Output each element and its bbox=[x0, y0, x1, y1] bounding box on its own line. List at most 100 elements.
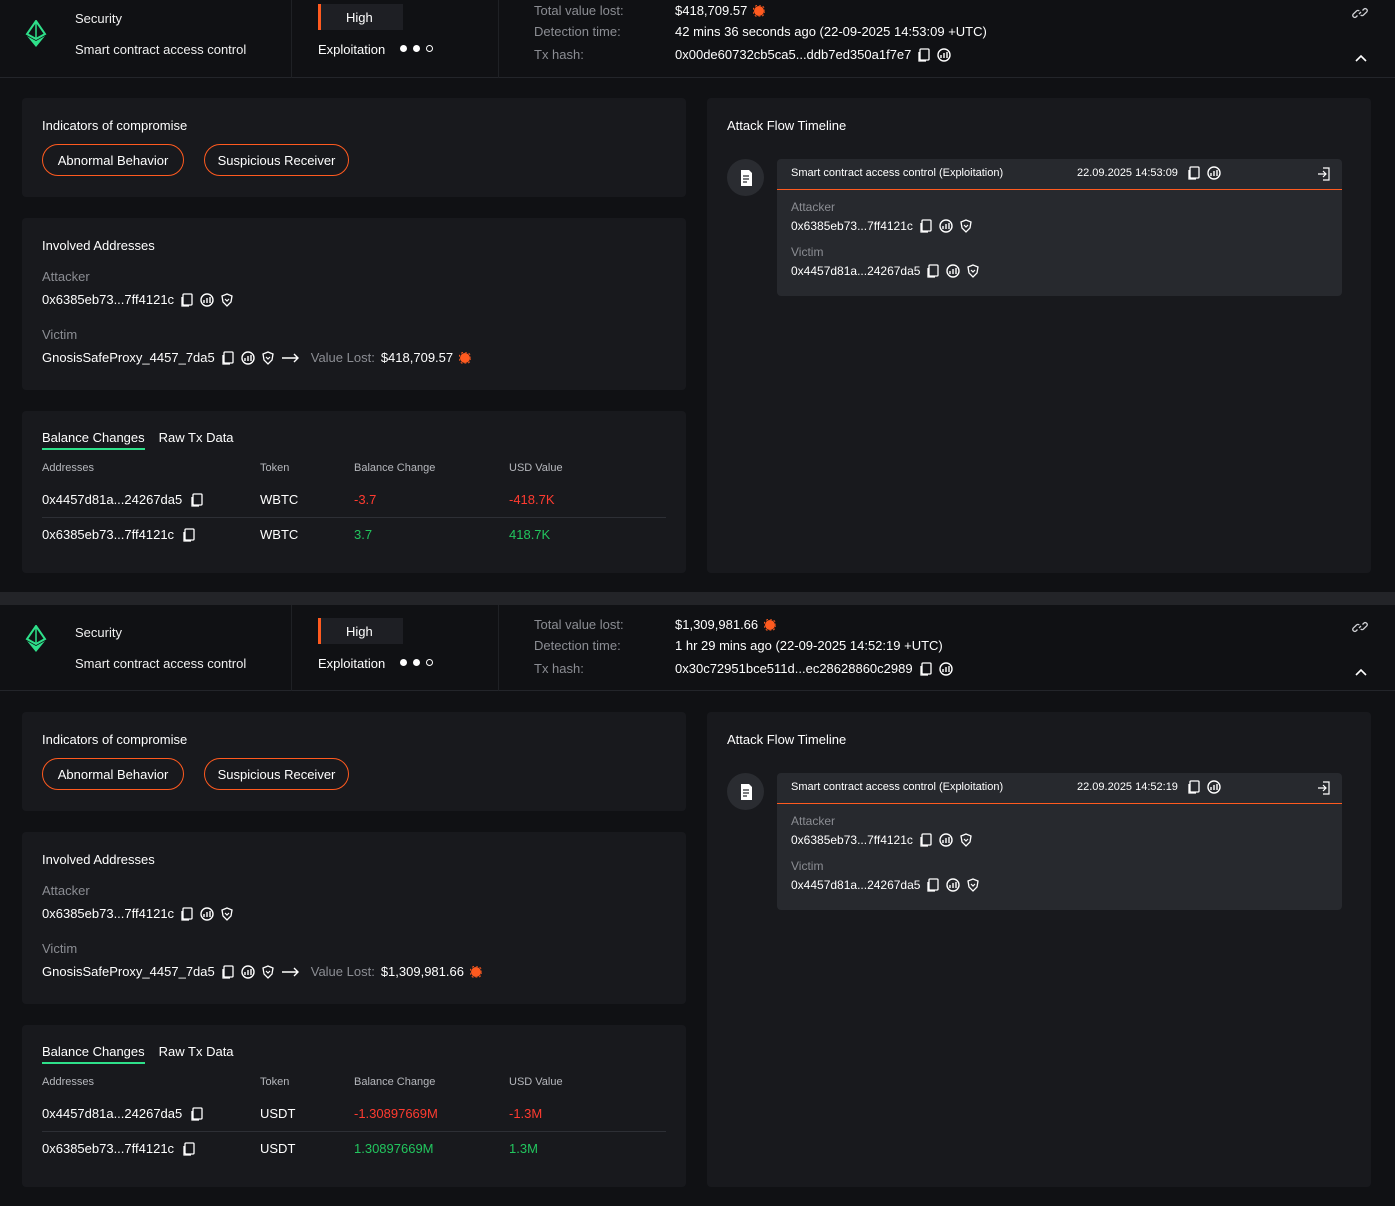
explorer-icon[interactable] bbox=[937, 47, 952, 62]
tab-balance-changes[interactable]: Balance Changes bbox=[42, 1044, 145, 1064]
copy-icon[interactable] bbox=[180, 906, 194, 921]
explorer-icon[interactable] bbox=[939, 833, 953, 847]
copy-icon[interactable] bbox=[926, 878, 940, 892]
tx-hash-value[interactable]: 0x00de60732cb5ca5...ddb7ed350a1f7e7 bbox=[675, 47, 912, 62]
involved-title: Involved Addresses bbox=[42, 852, 155, 867]
row-address[interactable]: 0x6385eb73...7ff4121c bbox=[42, 1141, 175, 1156]
col-header-addresses: Addresses bbox=[42, 462, 94, 474]
victim-address[interactable]: GnosisSafeProxy_4457_7da5 bbox=[42, 350, 215, 365]
chevron-up-icon[interactable] bbox=[1354, 664, 1368, 676]
tab-raw-tx-data[interactable]: Raw Tx Data bbox=[158, 1044, 234, 1059]
tx-hash: 0x00de60732cb5ca5...ddb7ed350a1f7e7 bbox=[675, 47, 952, 62]
explorer-icon[interactable] bbox=[946, 878, 961, 892]
row-address[interactable]: 0x4457d81a...24267da5 bbox=[42, 492, 183, 507]
tl-attacker-label: Attacker bbox=[791, 814, 836, 828]
timeline-event-date: 22.09.2025 14:53:09 bbox=[1077, 167, 1178, 179]
shield-icon[interactable] bbox=[220, 292, 234, 307]
ioc-tag-suspicious-receiver[interactable]: Suspicious Receiver bbox=[204, 144, 349, 176]
ioc-tag-abnormal-behavior[interactable]: Abnormal Behavior bbox=[42, 758, 184, 790]
copy-icon[interactable] bbox=[919, 219, 933, 233]
total-value-lost-value: $418,709.57 bbox=[675, 3, 748, 18]
value-lost-label: Value Lost: bbox=[310, 350, 375, 365]
detection-time-label: Detection time: bbox=[534, 638, 621, 653]
timeline-event-header: Smart contract access control (Exploitat… bbox=[777, 773, 1342, 804]
ethereum-logo-icon bbox=[25, 624, 47, 653]
copy-icon[interactable] bbox=[182, 527, 196, 542]
attack-type: Exploitation bbox=[318, 42, 386, 57]
link-icon[interactable] bbox=[1352, 5, 1368, 21]
copy-icon[interactable] bbox=[1187, 780, 1201, 794]
timeline-event-card[interactable]: Smart contract access control (Exploitat… bbox=[777, 159, 1342, 296]
explorer-icon[interactable] bbox=[946, 264, 961, 278]
detection-time-value: 1 hr 29 mins ago (22-09-2025 14:52:19 +U… bbox=[675, 638, 943, 653]
tl-attacker-address[interactable]: 0x6385eb73...7ff4121c bbox=[791, 219, 913, 233]
shield-icon[interactable] bbox=[220, 906, 234, 921]
attacker-address[interactable]: 0x6385eb73...7ff4121c bbox=[42, 906, 175, 921]
copy-icon[interactable] bbox=[190, 1106, 204, 1121]
shield-icon[interactable] bbox=[959, 219, 973, 233]
table-row: 0x4457d81a...24267da5 bbox=[42, 1106, 204, 1121]
copy-icon[interactable] bbox=[926, 264, 940, 278]
row-address[interactable]: 0x6385eb73...7ff4121c bbox=[42, 527, 175, 542]
explorer-icon[interactable] bbox=[241, 350, 255, 365]
ioc-tag-abnormal-behavior[interactable]: Abnormal Behavior bbox=[42, 144, 184, 176]
value-lost: $418,709.57 bbox=[380, 350, 454, 365]
shield-icon[interactable] bbox=[261, 964, 275, 979]
shield-icon[interactable] bbox=[261, 350, 275, 365]
tx-hash-value[interactable]: 0x30c72951bce511d...ec28628860c2989 bbox=[675, 661, 913, 676]
explorer-icon[interactable] bbox=[938, 661, 953, 676]
attacker-address[interactable]: 0x6385eb73...7ff4121c bbox=[42, 292, 175, 307]
timeline-title: Attack Flow Timeline bbox=[727, 732, 847, 747]
copy-icon[interactable] bbox=[917, 47, 931, 62]
balance-tabs: Balance Changes Raw Tx Data bbox=[42, 1044, 234, 1064]
ioc-tag-suspicious-receiver[interactable]: Suspicious Receiver bbox=[204, 758, 349, 790]
explorer-icon[interactable] bbox=[939, 219, 953, 233]
divider bbox=[291, 605, 292, 691]
tl-victim-address[interactable]: 0x4457d81a...24267da5 bbox=[791, 264, 921, 278]
table-row: 0x6385eb73...7ff4121c bbox=[42, 527, 196, 542]
col-header-balance-change: Balance Change bbox=[354, 462, 436, 474]
tl-victim-address[interactable]: 0x4457d81a...24267da5 bbox=[791, 878, 921, 892]
tab-balance-changes[interactable]: Balance Changes bbox=[42, 430, 145, 450]
exit-icon[interactable] bbox=[1317, 167, 1331, 181]
col-header-token: Token bbox=[260, 462, 290, 474]
tab-raw-tx-data[interactable]: Raw Tx Data bbox=[158, 430, 234, 445]
table-row: 0x6385eb73...7ff4121c bbox=[42, 1141, 196, 1156]
copy-icon[interactable] bbox=[919, 661, 933, 676]
explorer-icon[interactable] bbox=[200, 906, 214, 921]
row-address[interactable]: 0x4457d81a...24267da5 bbox=[42, 1106, 183, 1121]
col-header-usd-value: USD Value bbox=[509, 462, 563, 474]
exit-icon[interactable] bbox=[1317, 781, 1331, 795]
row-usd-value: 418.7K bbox=[509, 527, 551, 542]
chevron-up-icon[interactable] bbox=[1354, 50, 1368, 62]
copy-icon[interactable] bbox=[190, 492, 204, 507]
link-icon[interactable] bbox=[1352, 619, 1368, 635]
copy-icon[interactable] bbox=[180, 292, 194, 307]
row-divider bbox=[42, 1131, 666, 1132]
explorer-icon[interactable] bbox=[200, 292, 214, 307]
ethereum-logo-icon bbox=[25, 19, 47, 48]
copy-icon[interactable] bbox=[1187, 166, 1201, 180]
explorer-icon[interactable] bbox=[1207, 166, 1221, 180]
copy-icon[interactable] bbox=[182, 1141, 196, 1156]
victim-address[interactable]: GnosisSafeProxy_4457_7da5 bbox=[42, 964, 215, 979]
copy-icon[interactable] bbox=[221, 964, 235, 979]
copy-icon[interactable] bbox=[919, 833, 933, 847]
timeline-actions bbox=[1187, 780, 1221, 794]
timeline-event-card[interactable]: Smart contract access control (Exploitat… bbox=[777, 773, 1342, 910]
incident-header[interactable]: Security Smart contract access control H… bbox=[0, 0, 1395, 78]
attacker-row: 0x6385eb73...7ff4121c bbox=[42, 292, 234, 307]
ioc-title: Indicators of compromise bbox=[42, 732, 188, 747]
tx-hash: 0x30c72951bce511d...ec28628860c2989 bbox=[675, 661, 953, 676]
shield-icon[interactable] bbox=[959, 833, 973, 847]
incident-card: Security Smart contract access control H… bbox=[0, 605, 1395, 1206]
shield-icon[interactable] bbox=[966, 264, 980, 278]
explorer-icon[interactable] bbox=[1207, 780, 1221, 794]
tl-attacker-address[interactable]: 0x6385eb73...7ff4121c bbox=[791, 833, 913, 847]
tl-attacker-row: 0x6385eb73...7ff4121c bbox=[791, 833, 973, 847]
explorer-icon[interactable] bbox=[241, 964, 255, 979]
incident-header[interactable]: Security Smart contract access control H… bbox=[0, 605, 1395, 691]
copy-icon[interactable] bbox=[221, 350, 235, 365]
incident-card: Security Smart contract access control H… bbox=[0, 0, 1395, 592]
shield-icon[interactable] bbox=[966, 878, 980, 892]
